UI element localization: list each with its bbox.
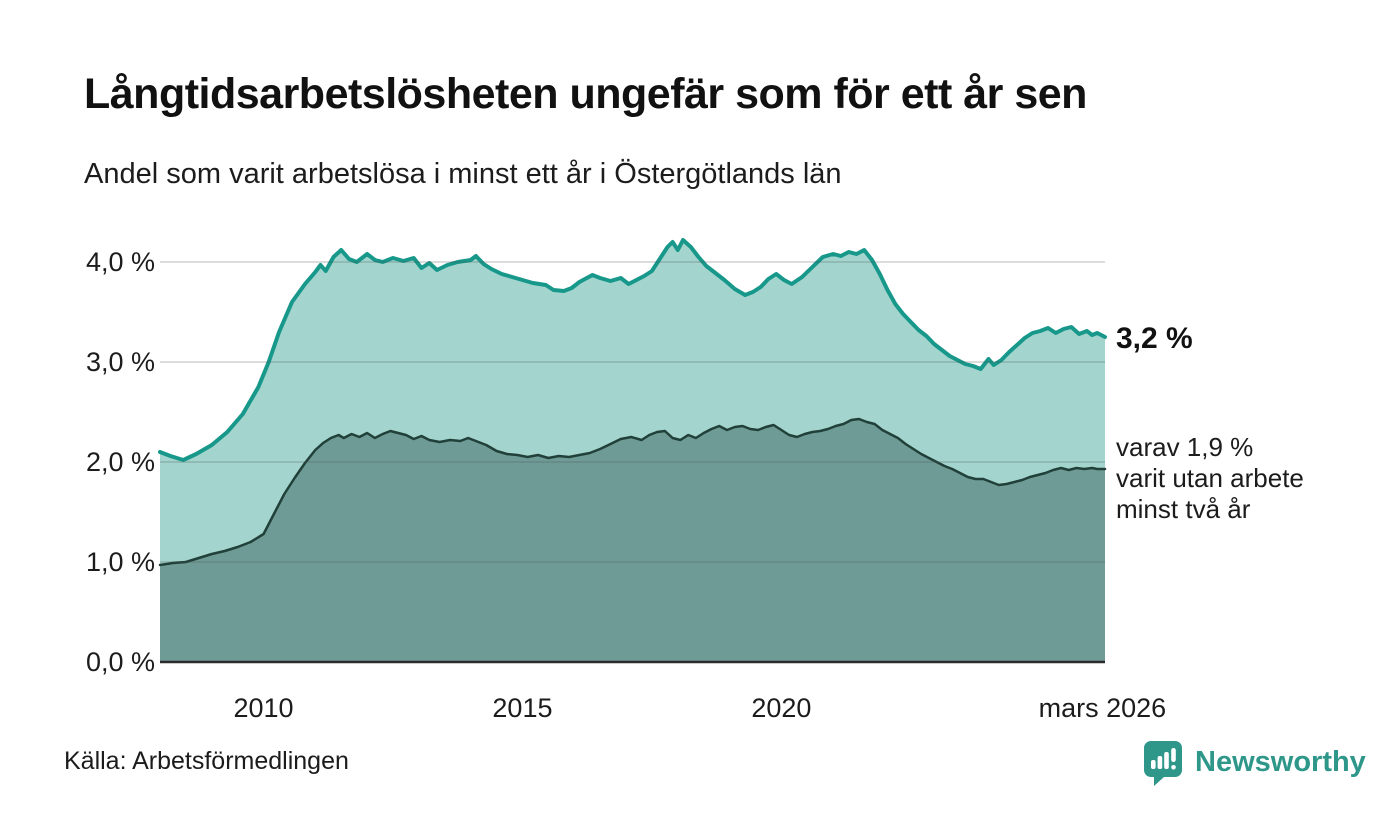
y-tick-label: 2,0 % <box>85 447 155 477</box>
brand-name: Newsworthy <box>1195 746 1366 778</box>
page-title: Långtidsarbetslösheten ungefär som för e… <box>84 70 1087 118</box>
gridlines <box>160 261 1105 563</box>
series-line-minst-ett-ar <box>158 238 1107 462</box>
x-tick-label: 2015 <box>492 693 553 723</box>
series-area-minst-tva-ar <box>160 419 1105 662</box>
secondary-value-label: varav 1,9 % varit utan arbete minst två … <box>1116 432 1304 525</box>
y-tick-label: 4,0 % <box>85 247 155 277</box>
secondary-label-line2: varit utan arbete <box>1116 463 1304 493</box>
secondary-label-line1: varav 1,9 % <box>1116 432 1254 462</box>
x-tick-label: 2020 <box>751 693 812 723</box>
newsworthy-bubble-icon <box>1144 741 1182 786</box>
latest-value-label: 3,2 % <box>1116 322 1193 355</box>
series-line-minst-tva-ar <box>158 417 1107 567</box>
source-attribution: Källa: Arbetsförmedlingen <box>64 747 349 775</box>
x-tick-label: mars 2026 <box>1038 693 1167 723</box>
y-tick-label: 0,0 % <box>85 647 155 677</box>
x-tick-label: 2010 <box>233 693 294 723</box>
brand-logo: Newsworthy <box>1143 740 1366 788</box>
y-tick-label: 3,0 % <box>85 347 155 377</box>
page-subtitle: Andel som varit arbetslösa i minst ett å… <box>84 158 842 190</box>
y-tick-label: 1,0 % <box>85 547 155 577</box>
secondary-label-line3: minst två år <box>1116 494 1251 524</box>
